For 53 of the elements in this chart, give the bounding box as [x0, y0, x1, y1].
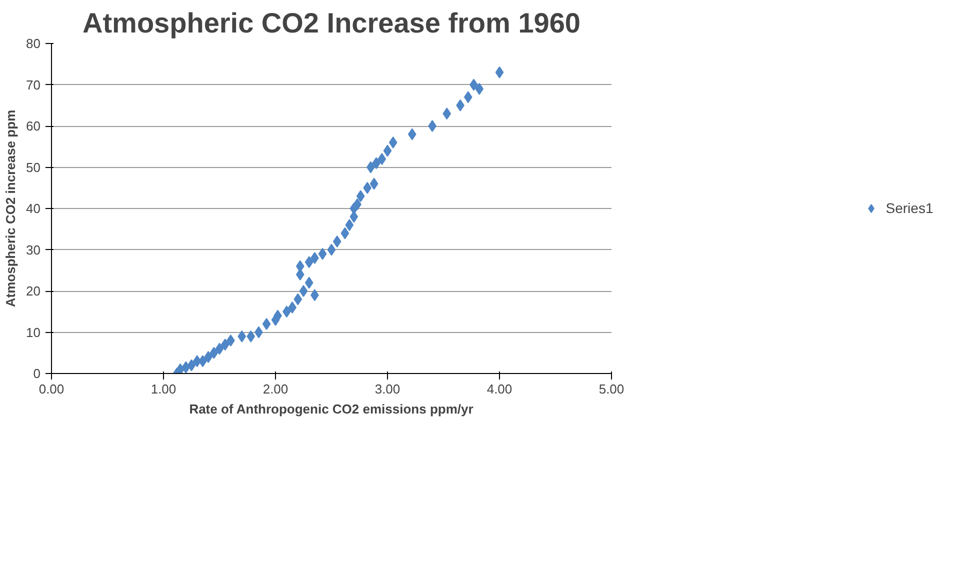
- point: [388, 136, 398, 148]
- legend-label: Series1: [886, 200, 934, 216]
- point: [246, 330, 256, 342]
- point: [288, 302, 296, 314]
- point: [370, 178, 378, 190]
- y-tick-label: 80: [26, 36, 41, 51]
- chart-title: Atmospheric CO2 Increase from 1960: [82, 8, 580, 38]
- point: [226, 334, 235, 346]
- y-tick-label: 10: [26, 324, 41, 340]
- point: [442, 108, 452, 120]
- x-tick-label: 4.00: [486, 382, 512, 396]
- x-tick-label: 2.00: [262, 382, 288, 396]
- point: [332, 236, 342, 248]
- point: [304, 256, 314, 268]
- x-tick-label: 1.00: [150, 382, 176, 396]
- point: [495, 66, 504, 78]
- point: [238, 330, 246, 342]
- y-tick-label: 30: [26, 242, 41, 258]
- y-axis-title: Atmospheric CO2 increase ppm: [3, 110, 18, 308]
- point: [204, 351, 212, 363]
- point: [378, 153, 386, 165]
- point: [318, 248, 327, 260]
- point: [340, 227, 350, 240]
- x-tick-label: 5.00: [598, 382, 624, 396]
- point: [345, 219, 354, 231]
- y-tick-label: 0: [33, 366, 41, 381]
- point: [215, 342, 224, 355]
- y-tick-label: 50: [26, 160, 41, 175]
- point: [383, 144, 392, 157]
- x-tick-label: 0.00: [38, 382, 64, 396]
- point: [464, 91, 472, 104]
- point: [475, 82, 484, 95]
- point: [294, 293, 302, 306]
- y-tick-label: 40: [26, 201, 41, 216]
- y-tick-label: 20: [26, 284, 41, 298]
- point: [299, 285, 308, 297]
- point: [310, 252, 319, 264]
- y-tick-label: 60: [26, 118, 41, 134]
- point: [210, 346, 218, 359]
- point: [220, 338, 230, 351]
- point: [187, 359, 196, 372]
- point: [262, 318, 271, 330]
- point: [176, 363, 184, 374]
- point: [182, 361, 190, 374]
- point: [327, 244, 336, 256]
- point: [363, 182, 372, 194]
- point: [428, 120, 436, 132]
- x-axis-title: Rate of Anthropogenic CO2 emissions ppm/yr: [189, 402, 474, 416]
- point: [408, 128, 416, 140]
- x-tick-label: 3.00: [374, 382, 400, 396]
- point: [356, 190, 365, 202]
- y-tick-label: 70: [26, 77, 41, 92]
- point: [304, 276, 314, 289]
